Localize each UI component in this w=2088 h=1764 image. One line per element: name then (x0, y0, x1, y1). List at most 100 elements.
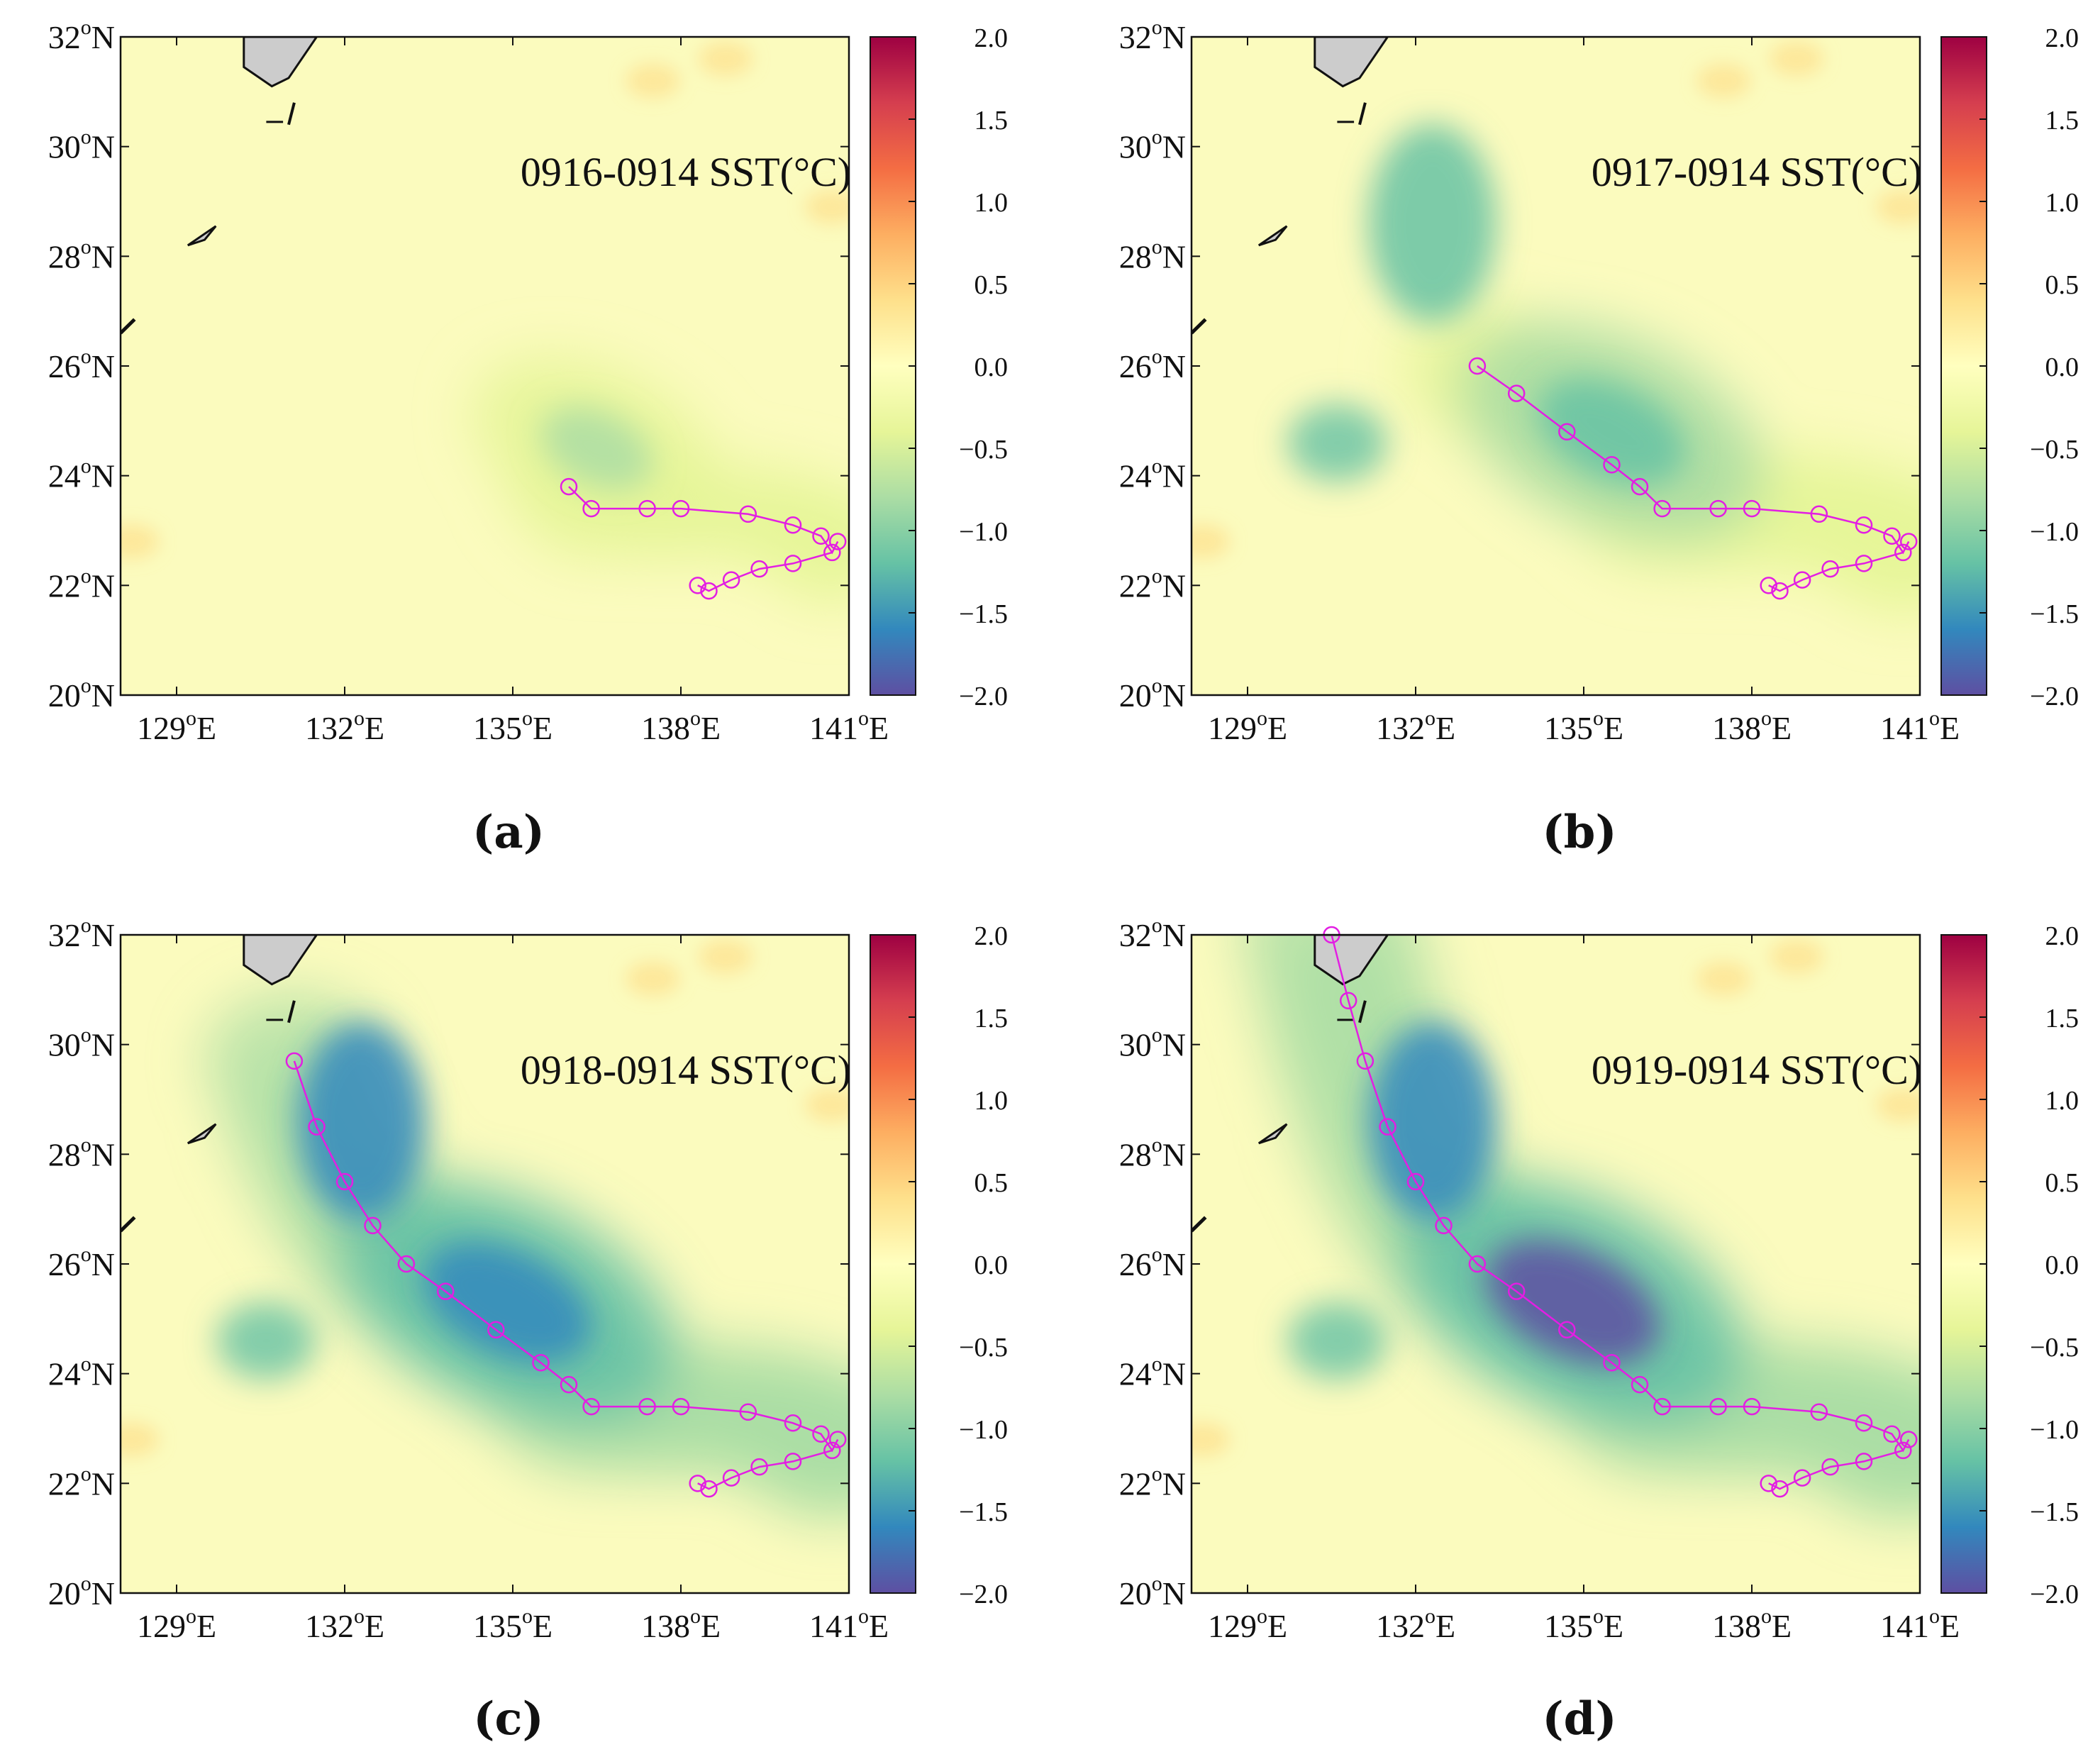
sea-background (121, 37, 849, 695)
track-point (1339, 992, 1357, 1010)
track-point (1771, 1480, 1789, 1498)
track-point (1883, 527, 1901, 545)
track-point (700, 1480, 718, 1498)
track-point (285, 1052, 304, 1070)
track-point (1631, 477, 1649, 496)
panel-title: 0917-0914 SST(°C) (1592, 149, 1922, 195)
cold-core-center (540, 406, 653, 490)
typhoon-track (285, 1052, 847, 1498)
kyushu-landmass (243, 37, 318, 88)
warm-patch (1192, 1422, 1230, 1457)
track-point (784, 1453, 802, 1470)
track-point (1631, 1375, 1649, 1394)
lon-tick-label: 135oE (1544, 706, 1623, 746)
track-point (1855, 516, 1873, 534)
lon-tick-label: 132oE (1376, 1604, 1455, 1644)
sst-field (1192, 37, 1920, 695)
colorbar-tick-label: 0.0 (974, 353, 1009, 382)
warm-patch (699, 41, 753, 76)
track-point (828, 1431, 847, 1448)
lat-tick-label: 32oN (1119, 16, 1186, 55)
colorbar-tick-label: 1.0 (2045, 1086, 2079, 1116)
track-point (1435, 1216, 1453, 1235)
island-okinawa (1192, 1216, 1207, 1233)
track-point (1507, 384, 1526, 402)
map-panel-2: 0917-0914 SST(°C) 32oN 30oN 28oN 26oN 24oN 22o… (1119, 16, 2079, 859)
track-point (1406, 1172, 1425, 1191)
lon-tick-label: 129oE (137, 706, 216, 746)
colorbar-tick-label: −1.5 (959, 1497, 1008, 1527)
map-panel-4: 0919-0914 SST(°C) 32oN 30oN 28oN 26oN 24oN 22o… (1119, 914, 2079, 1746)
colorbar-tick-label: 2.0 (2045, 23, 2079, 53)
track-point (1558, 1321, 1576, 1339)
lat-tick-label: 24oN (48, 455, 115, 494)
colorbar-tick-label: −2.0 (959, 1580, 1008, 1609)
lat-tick-label: 24oN (1119, 1353, 1186, 1392)
track-line (1477, 365, 1910, 555)
colorbar-tick-label: 2.0 (974, 921, 1009, 951)
kyushu-landmass (1314, 37, 1389, 88)
colorbar-tick-label: 0.0 (2045, 353, 2079, 382)
colorbar-tick-label: 2.0 (2045, 921, 2079, 951)
track-point (1793, 1469, 1811, 1487)
lon-tick-label: 138oE (641, 1604, 721, 1644)
warm-patch (121, 524, 159, 559)
cold-core-detail (1287, 1021, 1660, 1380)
track-point (1760, 577, 1777, 594)
warm-patch (1876, 1087, 1920, 1122)
island-okinawa (121, 318, 136, 335)
lon-tick-label: 138oE (1712, 1604, 1792, 1644)
track-line (1331, 934, 1910, 1453)
track-point (1379, 1118, 1396, 1136)
track-point (1468, 357, 1487, 375)
track-point (784, 555, 802, 572)
track-point (638, 499, 656, 518)
track-point (722, 1469, 740, 1487)
lon-tick-label: 135oE (1544, 1604, 1623, 1644)
cold-core-detail (1287, 123, 1686, 486)
warm-patch (1696, 961, 1751, 996)
lon-tick-label: 132oE (305, 1604, 384, 1644)
island-yakushima (1358, 102, 1367, 126)
track-point (1709, 499, 1727, 518)
warm-patches (121, 939, 849, 1457)
warm-patch (1192, 524, 1230, 559)
panel-caption: (c) (473, 1692, 544, 1746)
lat-tick-label: 20oN (1119, 674, 1186, 714)
lat-tick-label: 22oN (48, 1462, 115, 1502)
colorbar-tick-label: 1.0 (974, 188, 1009, 218)
lat-tick-label: 28oN (1119, 1133, 1186, 1172)
track-point (308, 1118, 326, 1136)
track-point (1855, 1453, 1873, 1470)
lon-tick-label: 129oE (1208, 1604, 1287, 1644)
lon-tick-label: 138oE (1712, 706, 1792, 746)
colorbar-tick-label: −2.0 (959, 682, 1008, 711)
colorbar-tick-label: −0.5 (2030, 1333, 2079, 1363)
colorbar-tick-label: −1.5 (2030, 1497, 2079, 1527)
track-point (1894, 543, 1912, 562)
west-cold-lobe (216, 1302, 316, 1380)
island-yakushima (287, 1000, 296, 1024)
track-line (568, 486, 839, 555)
track-point (672, 1397, 690, 1416)
track-point (828, 533, 847, 550)
colorbar-tick-label: −2.0 (2030, 1580, 2079, 1609)
warm-patch (626, 961, 680, 996)
island-amami (187, 1123, 217, 1145)
warm-patch (699, 939, 753, 974)
sst-field (121, 935, 849, 1593)
land (1192, 935, 1389, 1233)
track-point (1468, 1255, 1487, 1273)
track-point (823, 1441, 841, 1460)
lat-tick-label: 26oN (48, 345, 115, 384)
track-point (1771, 582, 1789, 600)
colorbar-tick-label: −1.0 (2030, 517, 2079, 547)
track-point (1810, 505, 1828, 523)
north-cold-lobe (297, 1021, 426, 1221)
land (1192, 37, 1389, 335)
track-point (582, 1397, 600, 1416)
track-point (750, 1458, 768, 1476)
track-point (672, 499, 690, 518)
cold-core-center (1538, 378, 1686, 486)
